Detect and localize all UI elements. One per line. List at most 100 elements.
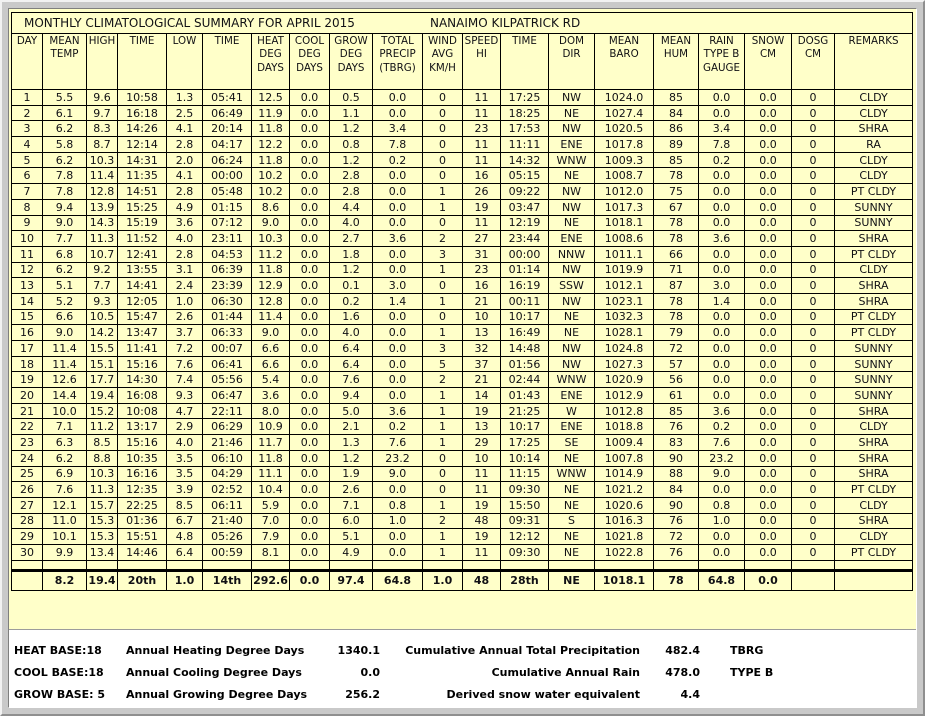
cell: 5.8	[42, 136, 87, 153]
cell: 0.0	[744, 481, 792, 498]
cell	[791, 559, 835, 571]
column-header: MEAN BARO	[594, 33, 654, 90]
cell: 6	[11, 167, 43, 185]
footer-row: COOL BASE:18 Annual Cooling Degree Days 0.…	[14, 662, 916, 684]
cell: 0.0	[289, 568, 330, 591]
cell: 11.4	[86, 167, 118, 185]
cell: 0.0	[289, 402, 330, 420]
cell: 1	[422, 261, 463, 279]
cell: 22	[11, 418, 43, 436]
cell: 1	[422, 198, 463, 216]
cell: 0	[422, 89, 463, 106]
cell: 05:26	[202, 528, 252, 545]
cell: 1	[422, 543, 463, 561]
table-row: 7 7.8 12.8 14:51 2.8 05:48 10.2 0.0 2.8 0.0 1 26 09:…	[11, 183, 914, 200]
cell: 0	[791, 434, 835, 451]
cell: SHRA	[833, 449, 914, 467]
cell: 16:18	[117, 104, 167, 122]
cell: 0	[791, 183, 835, 200]
cell: 56	[653, 371, 699, 389]
cell: 1	[422, 434, 463, 451]
cell: 11.4	[42, 340, 87, 357]
cell: 3.0	[372, 277, 423, 294]
cell: 11:52	[117, 230, 167, 247]
cell: 0.0	[698, 245, 745, 263]
cell: 16:08	[117, 387, 167, 404]
cell: 0.0	[372, 167, 423, 185]
cell: 1024.0	[594, 89, 654, 106]
cell: 2.1	[329, 418, 373, 436]
cell: 0.0	[698, 481, 745, 498]
cell: 15:50	[500, 496, 549, 514]
cell: NE	[548, 104, 595, 122]
cell: 15.7	[86, 496, 118, 514]
table-row: 25 6.9 10.3 16:16 3.5 04:29 11.1 0.0 1.9 9.0 0 11 11…	[11, 465, 914, 483]
cell: 4.9	[166, 198, 203, 216]
column-header: MEAN TEMP	[42, 33, 87, 90]
cell: 3.6	[372, 230, 423, 247]
cell: 12:14	[117, 136, 167, 153]
cell: 11.0	[42, 512, 87, 530]
base-label: GROW BASE: 5	[14, 688, 106, 701]
cell: 17:25	[500, 89, 549, 106]
cell: 1012.9	[594, 387, 654, 404]
cell: SHRA	[833, 434, 914, 451]
cell: 6.2	[42, 151, 87, 169]
cell: 28	[11, 512, 43, 530]
cell: 0.0	[744, 324, 792, 341]
cell: 0	[791, 277, 835, 294]
station-name: NANAIMO KILPATRICK RD	[430, 16, 581, 30]
cell: 16	[462, 167, 501, 185]
cell: 27	[462, 230, 501, 247]
cell: 86	[653, 120, 699, 138]
cell: 23:11	[202, 230, 252, 247]
cell: 0	[791, 402, 835, 420]
cell: 10.5	[86, 308, 118, 326]
cell: 1018.8	[594, 418, 654, 436]
cell: 0.0	[289, 120, 330, 138]
cell: 0.0	[698, 355, 745, 373]
table-row: 30 9.9 13.4 14:46 6.4 00:59 8.1 0.0 4.9 0.0 1 11 09:…	[11, 543, 914, 561]
cell: 4.0	[329, 214, 373, 232]
cumulative-value: 4.4	[680, 688, 701, 701]
cell: 8.5	[166, 496, 203, 514]
cell: 6.8	[42, 245, 87, 263]
cell: 0.0	[698, 214, 745, 232]
cell: 0	[791, 198, 835, 216]
cell: 12.8	[86, 183, 118, 200]
cell: 5	[11, 151, 43, 169]
table-row: 10 7.7 11.3 11:52 4.0 23:11 10.3 0.0 2.7 3.6 2 27 23…	[11, 230, 914, 247]
cell: 1019.9	[594, 261, 654, 279]
cell: 00:07	[202, 340, 252, 357]
cell: 1011.1	[594, 245, 654, 263]
cell: 78	[653, 230, 699, 247]
cell: CLDY	[833, 89, 914, 106]
cell: 88	[653, 465, 699, 483]
cell: 0	[422, 167, 463, 185]
spacer-row	[11, 559, 914, 571]
cell: 11	[462, 89, 501, 106]
cell: 3.6	[251, 387, 290, 404]
cell: 66	[653, 245, 699, 263]
cell: 48	[462, 512, 501, 530]
cell: 72	[653, 340, 699, 357]
column-header: GROW DEG DAYS	[329, 33, 373, 90]
cell: 0.0	[289, 340, 330, 357]
cell: 15:16	[117, 355, 167, 373]
cell: 1.2	[329, 151, 373, 169]
cell: NW	[548, 292, 595, 310]
cell: 06:41	[202, 355, 252, 373]
cell: 6.6	[251, 355, 290, 373]
cell: 7.6	[698, 434, 745, 451]
cell: 12	[11, 261, 43, 279]
cell: 16:16	[117, 465, 167, 483]
cell: 15:51	[117, 528, 167, 545]
column-header: COOL DEG DAYS	[289, 33, 330, 90]
cell	[653, 559, 699, 571]
cell: 0	[422, 277, 463, 294]
cell: 0	[791, 214, 835, 232]
cell: NE	[548, 308, 595, 326]
cell: 11	[462, 151, 501, 169]
cell: 1027.4	[594, 104, 654, 122]
cell: NE	[548, 449, 595, 467]
